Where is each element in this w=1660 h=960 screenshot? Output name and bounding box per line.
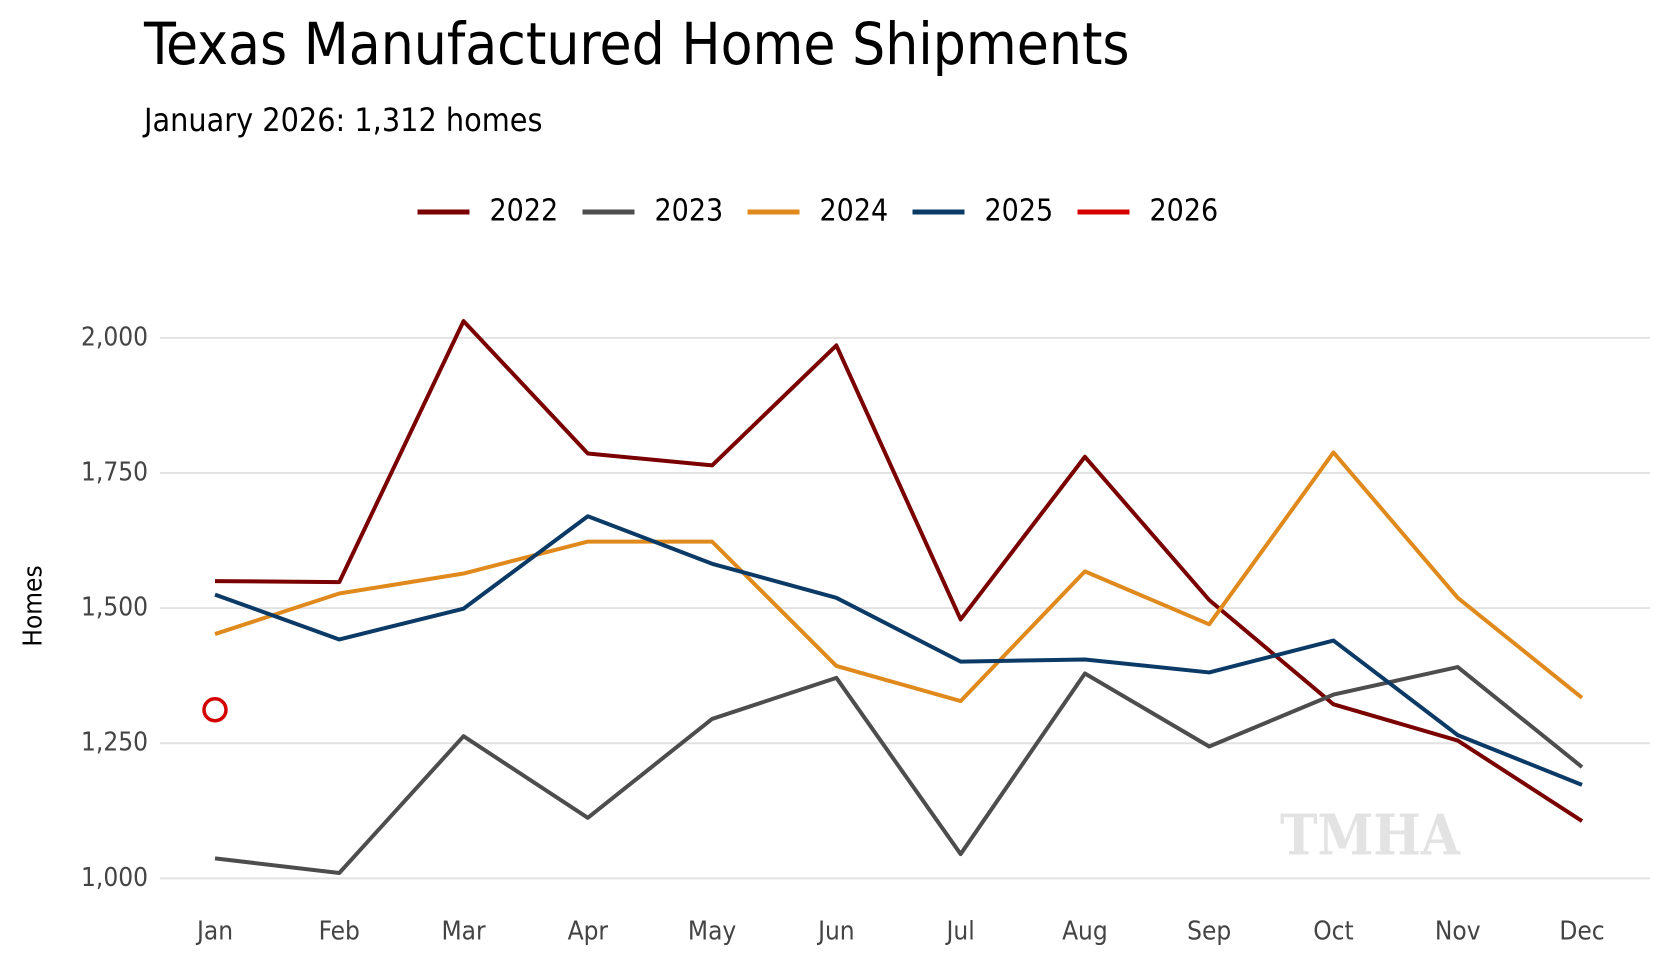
series-line: [214, 450, 1584, 704]
legend-label: 2023: [655, 194, 724, 229]
x-tick-label: Mar: [441, 917, 486, 947]
chart-title: Texas Manufactured Home Shipments: [143, 10, 1130, 78]
chart-subtitle: January 2026: 1,312 homes: [142, 101, 543, 139]
legend-label: 2024: [820, 194, 889, 229]
series-line: [214, 514, 1583, 787]
y-tick-label: 1,500: [81, 593, 148, 623]
x-tick-label: Sep: [1187, 917, 1231, 947]
x-tick-label: Dec: [1559, 917, 1604, 947]
y-axis-label: Homes: [19, 565, 49, 646]
y-tick-label: 2,000: [81, 322, 148, 352]
x-tick-label: Feb: [319, 917, 360, 947]
x-tick-label: Jan: [195, 917, 233, 947]
x-tick-label: Apr: [568, 917, 609, 947]
y-tick-label: 1,000: [81, 863, 148, 893]
x-tick-label: Aug: [1062, 917, 1108, 947]
y-tick-label: 1,750: [81, 457, 148, 487]
legend-label: 2022: [490, 194, 559, 229]
legend-label: 2026: [1150, 194, 1219, 229]
series-line: [214, 665, 1584, 875]
watermark: TMHA: [1280, 803, 1461, 869]
x-tick-label: Oct: [1313, 917, 1353, 947]
point-marker: [202, 696, 228, 723]
x-tick-label: Jul: [945, 917, 975, 947]
legend-label: 2025: [985, 194, 1054, 229]
x-tick-label: May: [688, 917, 737, 947]
x-tick-label: Nov: [1435, 917, 1481, 947]
series-line: [214, 319, 1584, 823]
x-tick-label: Jun: [816, 917, 855, 947]
y-tick-label: 1,250: [81, 728, 148, 758]
